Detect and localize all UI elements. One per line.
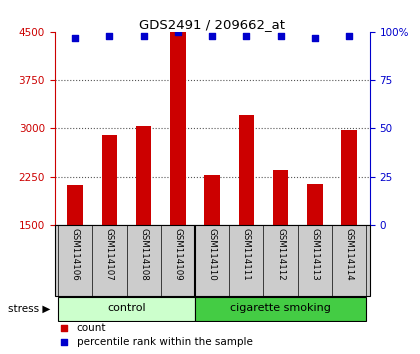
Point bbox=[295, 287, 302, 292]
Text: cigarette smoking: cigarette smoking bbox=[230, 303, 331, 313]
Text: GSM114107: GSM114107 bbox=[105, 228, 114, 281]
Text: stress ▶: stress ▶ bbox=[8, 304, 50, 314]
Bar bbox=[68, 185, 83, 225]
Point bbox=[174, 29, 181, 35]
Text: GSM114110: GSM114110 bbox=[207, 228, 217, 281]
FancyBboxPatch shape bbox=[195, 297, 366, 321]
Point bbox=[346, 33, 352, 39]
Text: count: count bbox=[77, 323, 106, 333]
Text: control: control bbox=[107, 303, 146, 313]
Point bbox=[140, 33, 147, 39]
FancyBboxPatch shape bbox=[58, 297, 195, 321]
Bar bbox=[205, 175, 220, 225]
Bar bbox=[102, 135, 117, 225]
Bar bbox=[341, 130, 357, 225]
Bar bbox=[273, 170, 288, 225]
Text: GSM114113: GSM114113 bbox=[310, 228, 319, 281]
Bar bbox=[239, 115, 254, 225]
Text: GSM114106: GSM114106 bbox=[71, 228, 80, 281]
Bar bbox=[170, 32, 186, 225]
Point bbox=[277, 33, 284, 39]
Text: GSM114108: GSM114108 bbox=[139, 228, 148, 281]
Bar bbox=[55, 225, 370, 296]
Point bbox=[312, 35, 318, 40]
Text: GSM114111: GSM114111 bbox=[242, 228, 251, 281]
Text: GSM114109: GSM114109 bbox=[173, 228, 182, 281]
Point bbox=[106, 33, 113, 39]
Title: GDS2491 / 209662_at: GDS2491 / 209662_at bbox=[139, 18, 285, 31]
Bar bbox=[307, 184, 323, 225]
Text: GSM114112: GSM114112 bbox=[276, 228, 285, 281]
Bar bbox=[136, 126, 151, 225]
Point bbox=[243, 33, 250, 39]
Point bbox=[72, 35, 79, 40]
Point bbox=[209, 33, 215, 39]
Point bbox=[295, 163, 302, 169]
Text: percentile rank within the sample: percentile rank within the sample bbox=[77, 337, 252, 347]
Text: GSM114114: GSM114114 bbox=[344, 228, 354, 281]
